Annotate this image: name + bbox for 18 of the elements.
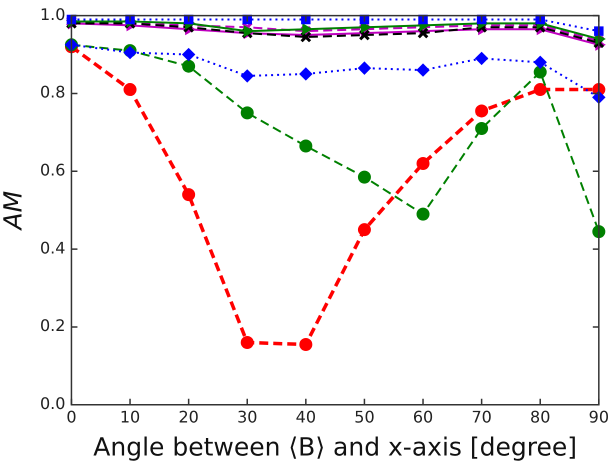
x-tick-label: 40 <box>296 408 316 427</box>
x-tick-label: 60 <box>412 408 434 427</box>
x-tick-label: 50 <box>354 408 375 427</box>
x-tick-label: 70 <box>471 408 492 427</box>
x-tick-label: 20 <box>178 408 199 427</box>
y-tick-label: 0.8 <box>40 82 66 102</box>
y-tick-label: 0.4 <box>40 238 66 258</box>
x-tick-label: 90 <box>588 408 609 427</box>
x-axis-title: Angle between ⟨B⟩ and x-axis [degree] <box>93 432 577 462</box>
x-tick-label: 30 <box>237 408 258 427</box>
x-tick-label: 80 <box>530 408 550 427</box>
y-tick-label: 1.0 <box>40 4 66 24</box>
x-tick-label: 10 <box>120 408 140 427</box>
x-tick-label: 0 <box>66 408 77 427</box>
y-tick-label: 0.6 <box>40 160 66 180</box>
y-tick-label: 0.0 <box>40 394 66 413</box>
y-axis-title: AM <box>0 190 28 232</box>
y-tick-label: 0.2 <box>40 316 66 336</box>
